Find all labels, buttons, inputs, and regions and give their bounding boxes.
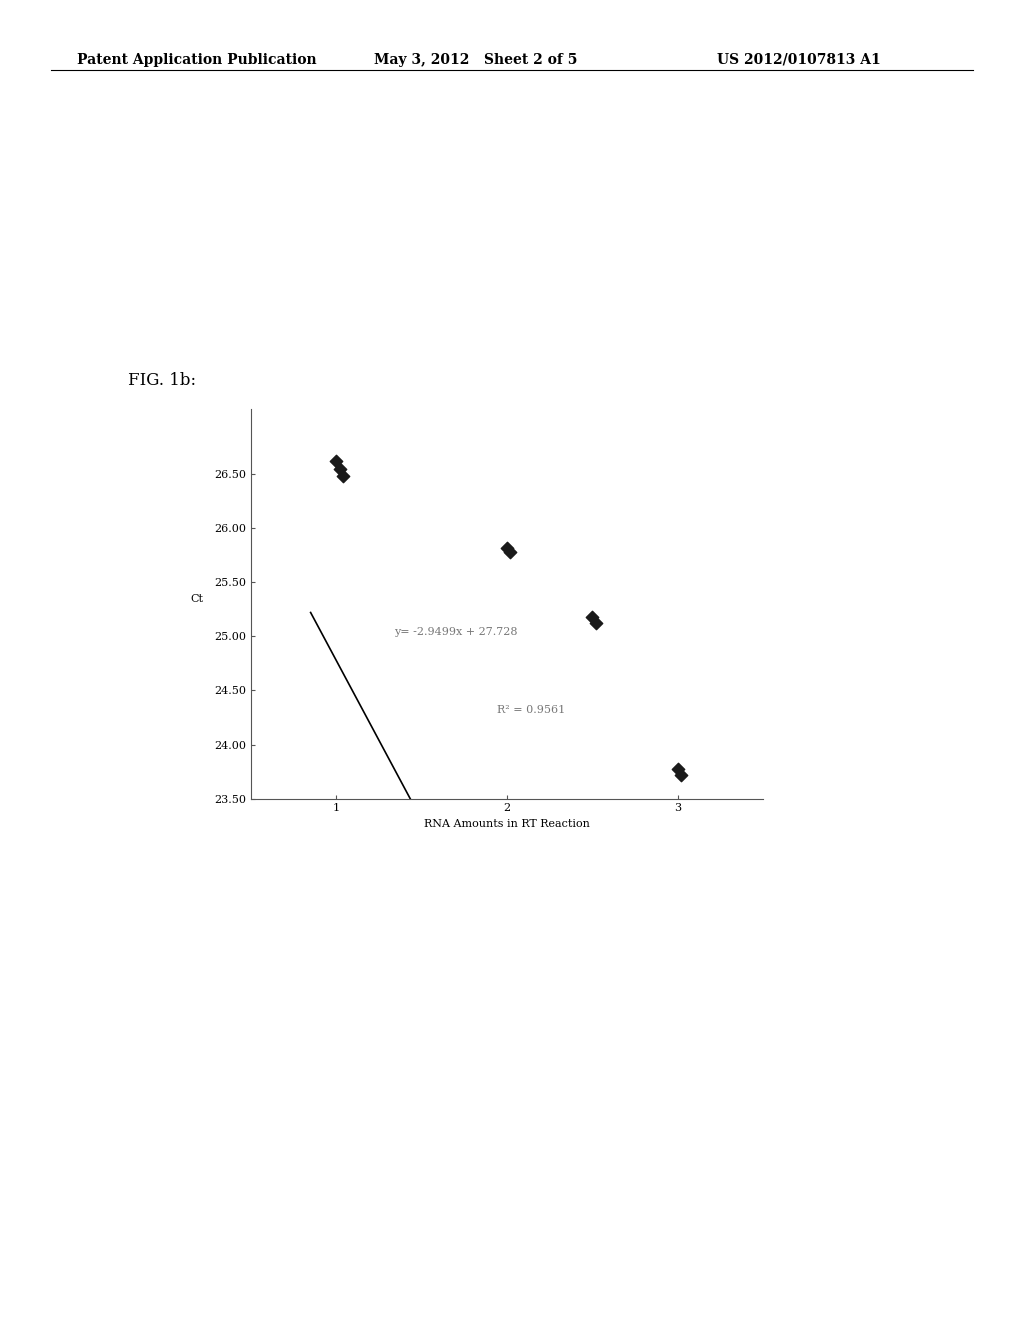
Point <box>673 764 689 785</box>
Point <box>499 537 515 558</box>
X-axis label: RNA Amounts in RT Reaction: RNA Amounts in RT Reaction <box>424 818 590 829</box>
Text: US 2012/0107813 A1: US 2012/0107813 A1 <box>717 53 881 67</box>
Point <box>584 606 600 627</box>
Text: Patent Application Publication: Patent Application Publication <box>77 53 316 67</box>
Point <box>335 466 351 487</box>
Y-axis label: Ct: Ct <box>190 594 204 605</box>
Text: R² = 0.9561: R² = 0.9561 <box>497 705 565 715</box>
Point <box>332 458 348 479</box>
Point <box>328 450 344 471</box>
Text: y= -2.9499x + 27.728: y= -2.9499x + 27.728 <box>394 627 518 638</box>
Point <box>670 759 686 780</box>
Text: FIG. 1b:: FIG. 1b: <box>128 372 197 389</box>
Point <box>588 612 604 634</box>
Point <box>502 541 518 562</box>
Text: May 3, 2012   Sheet 2 of 5: May 3, 2012 Sheet 2 of 5 <box>374 53 578 67</box>
